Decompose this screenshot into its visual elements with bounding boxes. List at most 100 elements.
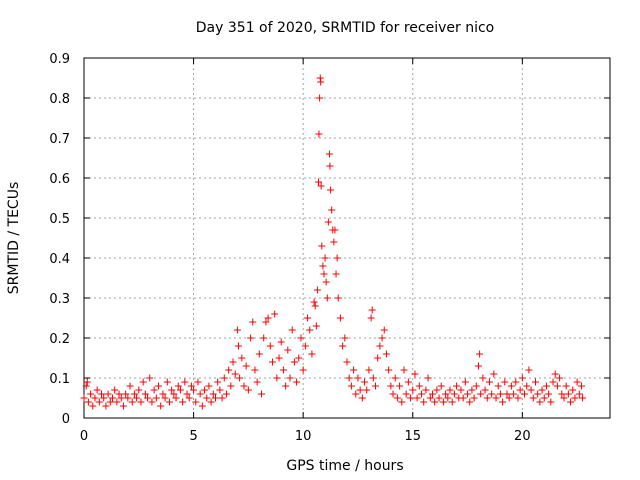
data-point <box>100 394 108 402</box>
data-point <box>95 398 103 406</box>
data-point <box>126 382 134 390</box>
data-point <box>562 382 570 390</box>
data-point <box>472 382 480 390</box>
data-point <box>117 394 125 402</box>
data-point <box>516 386 524 394</box>
y-tick-label: 0.6 <box>49 172 70 187</box>
data-point <box>297 334 305 342</box>
data-point <box>387 382 395 390</box>
data-point <box>83 378 91 386</box>
plot-frame <box>83 57 611 419</box>
data-point <box>168 386 176 394</box>
data-point <box>273 374 281 382</box>
data-point <box>130 390 138 398</box>
data-point <box>282 382 290 390</box>
data-point <box>181 378 189 386</box>
data-point <box>496 390 504 398</box>
data-point <box>240 382 248 390</box>
data-point <box>466 398 474 406</box>
data-point <box>485 378 493 386</box>
data-point <box>190 386 198 394</box>
data-point <box>393 394 401 402</box>
data-point <box>216 386 224 394</box>
data-point <box>301 342 309 350</box>
data-point <box>558 390 566 398</box>
data-point <box>542 382 550 390</box>
data-point <box>527 386 535 394</box>
data-point <box>481 386 489 394</box>
data-point <box>499 398 507 406</box>
data-point <box>255 350 263 358</box>
data-point <box>547 398 555 406</box>
y-tick-label: 0.8 <box>49 92 70 107</box>
data-point <box>277 338 285 346</box>
data-point <box>371 382 379 390</box>
data-point <box>422 386 430 394</box>
data-point <box>172 394 180 402</box>
data-point <box>288 326 296 334</box>
data-point <box>420 398 428 406</box>
data-point <box>284 346 292 354</box>
data-point <box>339 342 347 350</box>
data-point <box>144 394 152 402</box>
axis-ticks: 0 5 10 15 20 0 0.1 0.2 0.3 0.4 0.5 0.6 0.7 0.8 0.9 <box>49 52 610 444</box>
data-point <box>358 394 366 402</box>
data-point <box>538 386 546 394</box>
data-point <box>553 382 561 390</box>
data-point <box>453 382 461 390</box>
data-point <box>139 378 147 386</box>
data-point <box>573 378 581 386</box>
data-point <box>512 378 520 386</box>
data-point <box>400 366 408 374</box>
data-point <box>536 398 544 406</box>
data-point <box>477 390 485 398</box>
data-point <box>124 394 132 402</box>
data-point <box>89 402 97 410</box>
data-point <box>194 378 202 386</box>
data-points <box>80 74 587 410</box>
data-point <box>402 390 410 398</box>
data-point <box>244 386 252 394</box>
data-point <box>315 130 323 138</box>
data-point <box>98 390 106 398</box>
data-point <box>331 226 339 234</box>
data-point <box>113 398 121 406</box>
data-point <box>318 242 326 250</box>
data-point <box>569 386 577 394</box>
x-tick-label: 20 <box>514 429 531 444</box>
data-point <box>84 398 92 406</box>
data-point <box>475 362 482 370</box>
data-point <box>231 370 239 378</box>
data-point <box>549 378 557 386</box>
data-point <box>323 294 331 302</box>
data-point <box>170 390 178 398</box>
data-point <box>91 394 99 402</box>
x-tick-label: 5 <box>189 429 197 444</box>
data-point <box>439 398 447 406</box>
y-tick-label: 0 <box>62 412 70 427</box>
data-point <box>385 366 393 374</box>
data-point <box>354 374 362 382</box>
data-point <box>571 394 579 402</box>
data-point <box>316 94 324 102</box>
data-point <box>378 334 386 342</box>
y-tick-label: 0.1 <box>49 372 70 387</box>
data-point <box>87 390 95 398</box>
data-point <box>249 318 257 326</box>
data-point <box>424 374 432 382</box>
data-point <box>317 78 325 86</box>
data-point <box>315 178 323 186</box>
data-point <box>488 390 496 398</box>
data-point <box>317 182 325 190</box>
data-point <box>308 350 316 358</box>
data-point <box>108 394 116 402</box>
data-point <box>133 394 141 402</box>
data-point <box>327 186 335 194</box>
data-point <box>286 374 294 382</box>
data-point <box>201 386 209 394</box>
data-point <box>174 382 182 390</box>
data-point <box>185 394 193 402</box>
data-point <box>165 398 173 406</box>
data-point <box>448 398 456 406</box>
data-point <box>102 402 110 410</box>
